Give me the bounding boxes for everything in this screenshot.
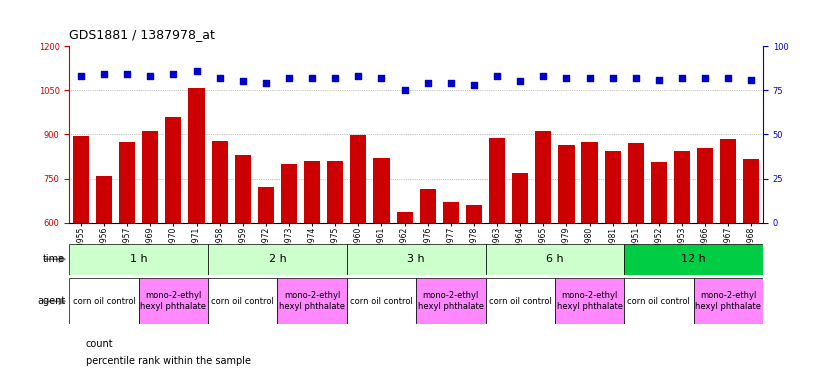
Bar xyxy=(350,135,366,384)
Point xyxy=(698,75,712,81)
Point xyxy=(537,73,550,79)
Bar xyxy=(555,278,624,324)
Text: corn oil control: corn oil control xyxy=(628,297,690,306)
Bar xyxy=(96,176,112,384)
Point xyxy=(745,76,758,83)
Bar xyxy=(208,278,277,324)
Bar xyxy=(416,278,486,324)
Bar xyxy=(489,138,505,384)
Bar xyxy=(486,244,624,275)
Text: 3 h: 3 h xyxy=(407,254,425,264)
Bar xyxy=(651,162,667,384)
Bar xyxy=(628,143,644,384)
Bar xyxy=(142,131,158,384)
Point xyxy=(352,73,365,79)
Bar xyxy=(208,244,347,275)
Bar xyxy=(347,278,416,324)
Bar xyxy=(188,88,205,384)
Text: corn oil control: corn oil control xyxy=(73,297,135,306)
Bar xyxy=(419,189,436,384)
Point xyxy=(652,76,665,83)
Text: mono-2-ethyl
hexyl phthalate: mono-2-ethyl hexyl phthalate xyxy=(695,291,761,311)
Bar xyxy=(624,244,763,275)
Bar xyxy=(697,147,713,384)
Point xyxy=(444,80,457,86)
Text: corn oil control: corn oil control xyxy=(350,297,413,306)
Point xyxy=(629,75,642,81)
Text: corn oil control: corn oil control xyxy=(211,297,274,306)
Bar xyxy=(304,161,320,384)
Bar xyxy=(694,278,763,324)
Text: 6 h: 6 h xyxy=(546,254,564,264)
Bar xyxy=(466,205,482,384)
Bar xyxy=(139,278,208,324)
Point xyxy=(490,73,503,79)
Point xyxy=(329,75,342,81)
Bar xyxy=(605,151,621,384)
Text: corn oil control: corn oil control xyxy=(489,297,552,306)
Bar xyxy=(69,278,139,324)
Text: mono-2-ethyl
hexyl phthalate: mono-2-ethyl hexyl phthalate xyxy=(418,291,484,311)
Bar xyxy=(347,244,486,275)
Bar xyxy=(743,159,760,384)
Bar xyxy=(624,278,694,324)
Text: agent: agent xyxy=(37,296,65,306)
Bar xyxy=(674,151,690,384)
Point xyxy=(166,71,180,78)
Point xyxy=(676,75,689,81)
Text: mono-2-ethyl
hexyl phthalate: mono-2-ethyl hexyl phthalate xyxy=(140,291,206,311)
Text: 2 h: 2 h xyxy=(268,254,286,264)
Point xyxy=(583,75,596,81)
Bar xyxy=(211,141,228,384)
Point xyxy=(282,75,295,81)
Bar xyxy=(327,161,344,384)
Bar xyxy=(535,131,552,384)
Text: GDS1881 / 1387978_at: GDS1881 / 1387978_at xyxy=(69,28,215,41)
Point xyxy=(74,73,87,79)
Point xyxy=(144,73,157,79)
Point xyxy=(98,71,111,78)
Bar xyxy=(258,187,274,384)
Point xyxy=(421,80,434,86)
Text: count: count xyxy=(86,339,113,349)
Text: time: time xyxy=(43,254,65,264)
Bar xyxy=(69,244,208,275)
Bar xyxy=(374,158,389,384)
Point xyxy=(190,68,203,74)
Point xyxy=(398,87,411,93)
Bar xyxy=(281,164,297,384)
Text: 1 h: 1 h xyxy=(130,254,148,264)
Text: mono-2-ethyl
hexyl phthalate: mono-2-ethyl hexyl phthalate xyxy=(279,291,345,311)
Bar xyxy=(558,145,574,384)
Point xyxy=(236,78,249,84)
Bar xyxy=(73,136,89,384)
Point xyxy=(305,75,318,81)
Point xyxy=(606,75,619,81)
Bar xyxy=(277,278,347,324)
Point xyxy=(259,80,273,86)
Bar xyxy=(443,202,459,384)
Point xyxy=(213,75,226,81)
Text: mono-2-ethyl
hexyl phthalate: mono-2-ethyl hexyl phthalate xyxy=(557,291,623,311)
Point xyxy=(121,71,134,78)
Bar xyxy=(397,212,413,384)
Point xyxy=(560,75,573,81)
Bar xyxy=(582,142,597,384)
Point xyxy=(468,82,481,88)
Point xyxy=(721,75,734,81)
Point xyxy=(513,78,526,84)
Text: 12 h: 12 h xyxy=(681,254,706,264)
Bar xyxy=(235,155,251,384)
Bar xyxy=(512,173,528,384)
Bar xyxy=(486,278,555,324)
Point xyxy=(375,75,388,81)
Bar xyxy=(119,142,135,384)
Bar xyxy=(166,117,181,384)
Bar xyxy=(721,139,736,384)
Text: percentile rank within the sample: percentile rank within the sample xyxy=(86,356,251,366)
